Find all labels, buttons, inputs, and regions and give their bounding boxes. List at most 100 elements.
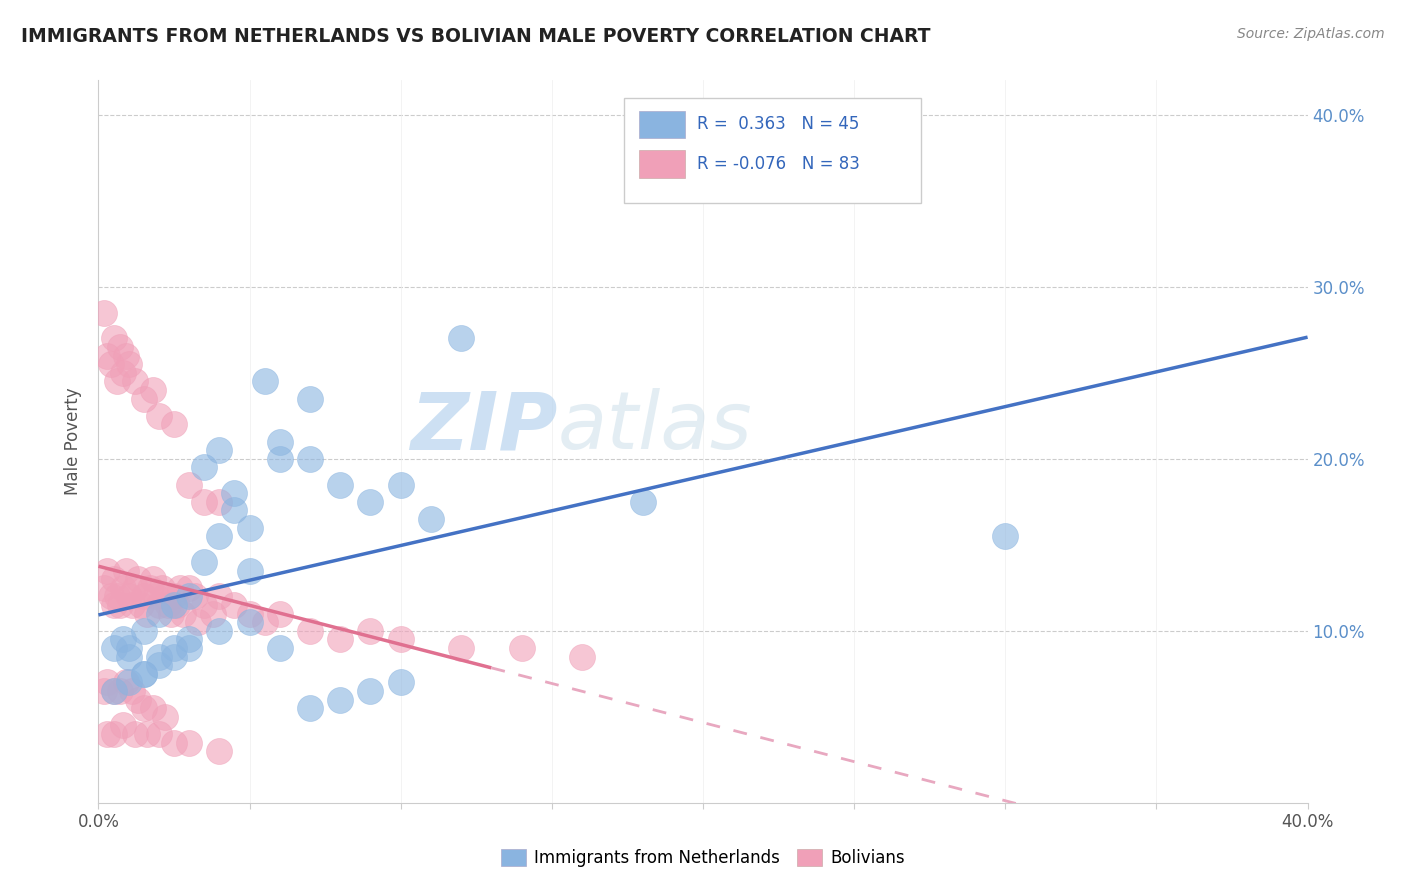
Point [132,701,155,715]
Point [329,632,352,647]
Point [253,615,276,630]
Point [103,727,125,741]
Point [360,624,382,638]
Point [132,624,155,638]
Point [100,590,122,604]
Point [139,581,162,595]
Point [93,305,115,319]
Text: atlas: atlas [558,388,752,467]
Point [153,590,176,604]
Point [179,640,201,655]
Point [172,607,194,621]
Point [450,331,472,345]
Point [253,375,276,389]
Point [208,443,231,458]
Point [169,581,191,595]
Point [96,349,118,363]
Point [239,615,262,630]
Point [571,649,593,664]
Point [124,581,146,595]
Point [202,607,225,621]
Point [111,581,134,595]
Point [132,666,155,681]
Point [114,564,136,578]
Point [163,590,186,604]
Point [142,383,165,397]
Point [111,718,134,732]
Point [103,598,125,612]
Point [145,590,167,604]
Point [96,675,118,690]
Point [166,598,188,612]
Point [135,607,157,621]
Point [193,555,215,569]
Point [193,598,215,612]
Point [631,494,654,508]
Point [163,649,186,664]
Point [187,615,209,630]
Point [124,727,146,741]
Point [163,417,186,432]
Point [93,581,115,595]
Point [269,451,291,466]
Point [124,375,146,389]
Point [148,409,170,423]
Point [994,529,1017,543]
FancyBboxPatch shape [638,151,685,178]
Point [132,666,155,681]
Point [208,529,231,543]
Point [269,640,291,655]
Point [148,658,170,673]
FancyBboxPatch shape [638,111,685,138]
Point [389,675,412,690]
Point [450,640,472,655]
Point [127,692,149,706]
Point [156,598,179,612]
FancyBboxPatch shape [624,98,921,203]
Point [114,349,136,363]
Point [148,727,170,741]
Point [299,392,322,406]
Point [127,572,149,586]
Point [163,598,186,612]
Point [132,590,155,604]
Point [105,375,128,389]
Text: Source: ZipAtlas.com: Source: ZipAtlas.com [1237,27,1385,41]
Point [118,357,141,371]
Point [108,340,131,354]
Point [118,640,141,655]
Point [150,581,173,595]
Point [96,564,118,578]
Point [111,632,134,647]
Point [163,735,186,749]
Point [121,684,143,698]
Point [299,701,322,715]
Point [129,598,152,612]
Point [179,632,201,647]
Point [299,451,322,466]
Point [208,624,231,638]
Point [208,494,231,508]
Point [103,331,125,345]
Point [121,598,143,612]
Point [142,572,165,586]
Point [420,512,443,526]
Point [93,684,115,698]
Point [269,434,291,449]
Point [329,477,352,491]
Point [239,564,262,578]
Point [239,520,262,534]
Point [103,684,125,698]
Point [103,684,125,698]
Point [100,357,122,371]
Text: R =  0.363   N = 45: R = 0.363 N = 45 [697,115,859,133]
Legend: Immigrants from Netherlands, Bolivians: Immigrants from Netherlands, Bolivians [495,842,911,874]
Point [389,477,412,491]
Point [118,649,141,664]
Point [179,590,201,604]
Point [105,590,128,604]
Point [148,649,170,664]
Point [118,590,141,604]
Point [360,494,382,508]
Point [179,581,201,595]
